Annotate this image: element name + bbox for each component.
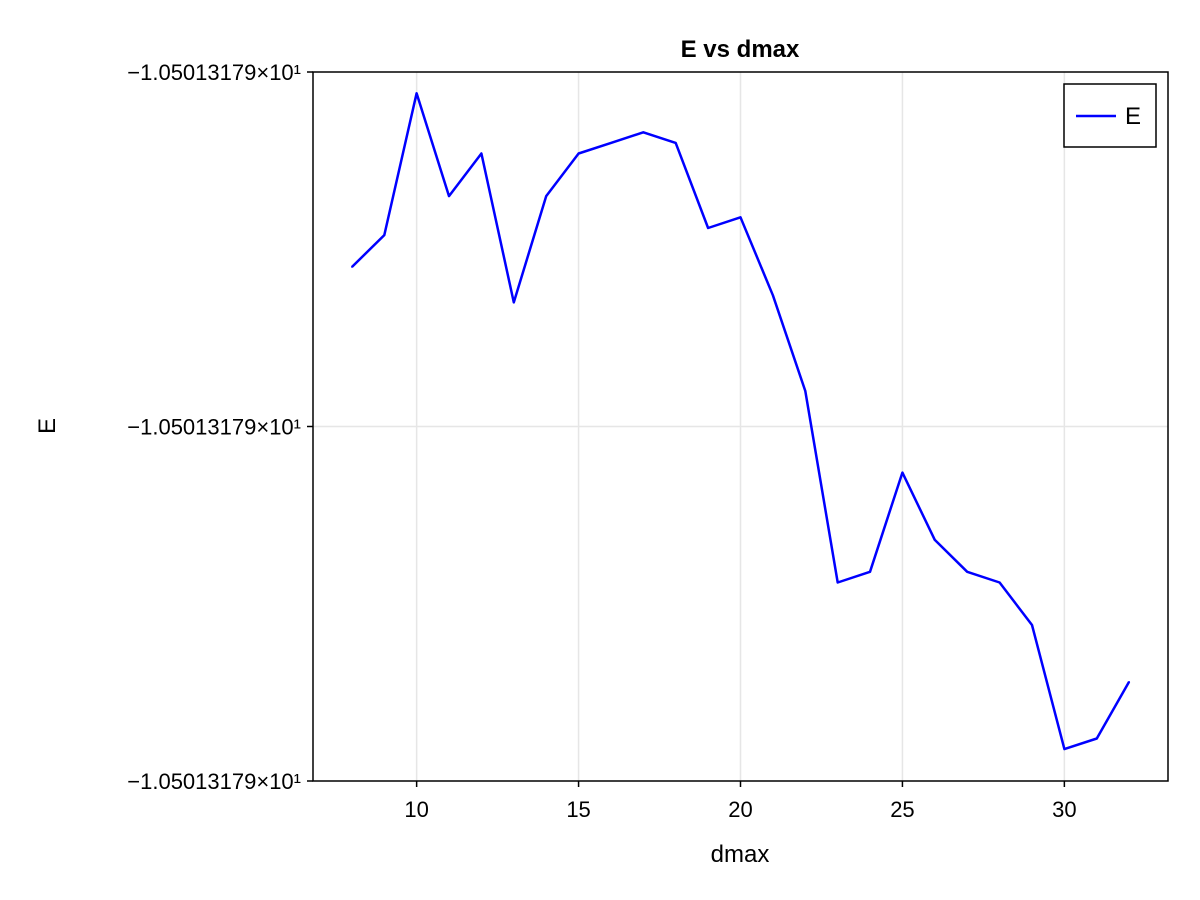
legend-label-e: E: [1125, 103, 1141, 130]
data-point: [966, 571, 969, 573]
data-point: [448, 195, 450, 197]
data-point: [772, 294, 774, 297]
y-tick-label: −1.05013179×10¹: [127, 769, 301, 794]
data-point: [739, 216, 742, 219]
data-point: [545, 195, 547, 197]
y-tick-label: −1.05013179×10¹: [127, 415, 301, 440]
data-point: [674, 142, 677, 144]
x-axis-label: dmax: [711, 841, 770, 868]
data-point: [998, 581, 1001, 584]
data-point: [415, 92, 418, 95]
x-tick-label: 30: [1052, 797, 1076, 822]
tick-marks: [307, 71, 1066, 787]
grid-lines: [313, 72, 1168, 781]
x-tick-labels: 10 15 20 25 30: [404, 797, 1076, 822]
data-point: [1128, 680, 1130, 683]
legend: E: [1063, 83, 1157, 148]
data-point: [577, 152, 580, 155]
data-point: [869, 571, 871, 573]
data-point: [934, 539, 936, 541]
x-tick-label: 15: [566, 797, 590, 822]
data-point: [1095, 737, 1098, 740]
x-tick-label: 10: [404, 797, 428, 822]
data-point: [512, 301, 515, 304]
data-point: [351, 266, 353, 268]
data-point: [804, 390, 807, 392]
data-point: [1031, 624, 1033, 626]
data-point: [610, 142, 612, 144]
data-point: [480, 152, 483, 155]
data-point: [707, 227, 709, 229]
data-point: [836, 581, 839, 584]
x-tick-label: 20: [728, 797, 752, 822]
data-point: [383, 234, 386, 236]
y-tick-labels: −1.05013179×10¹ −1.05013179×10¹ −1.0501317…: [127, 60, 301, 794]
data-point: [642, 131, 645, 134]
series-layer: [351, 92, 1131, 751]
data-point: [1063, 748, 1066, 750]
x-tick-label: 25: [890, 797, 914, 822]
chart-title: E vs dmax: [681, 36, 800, 63]
y-axis-label: E: [34, 418, 61, 434]
y-tick-label: −1.05013179×10¹: [127, 60, 301, 85]
data-point: [901, 471, 904, 474]
